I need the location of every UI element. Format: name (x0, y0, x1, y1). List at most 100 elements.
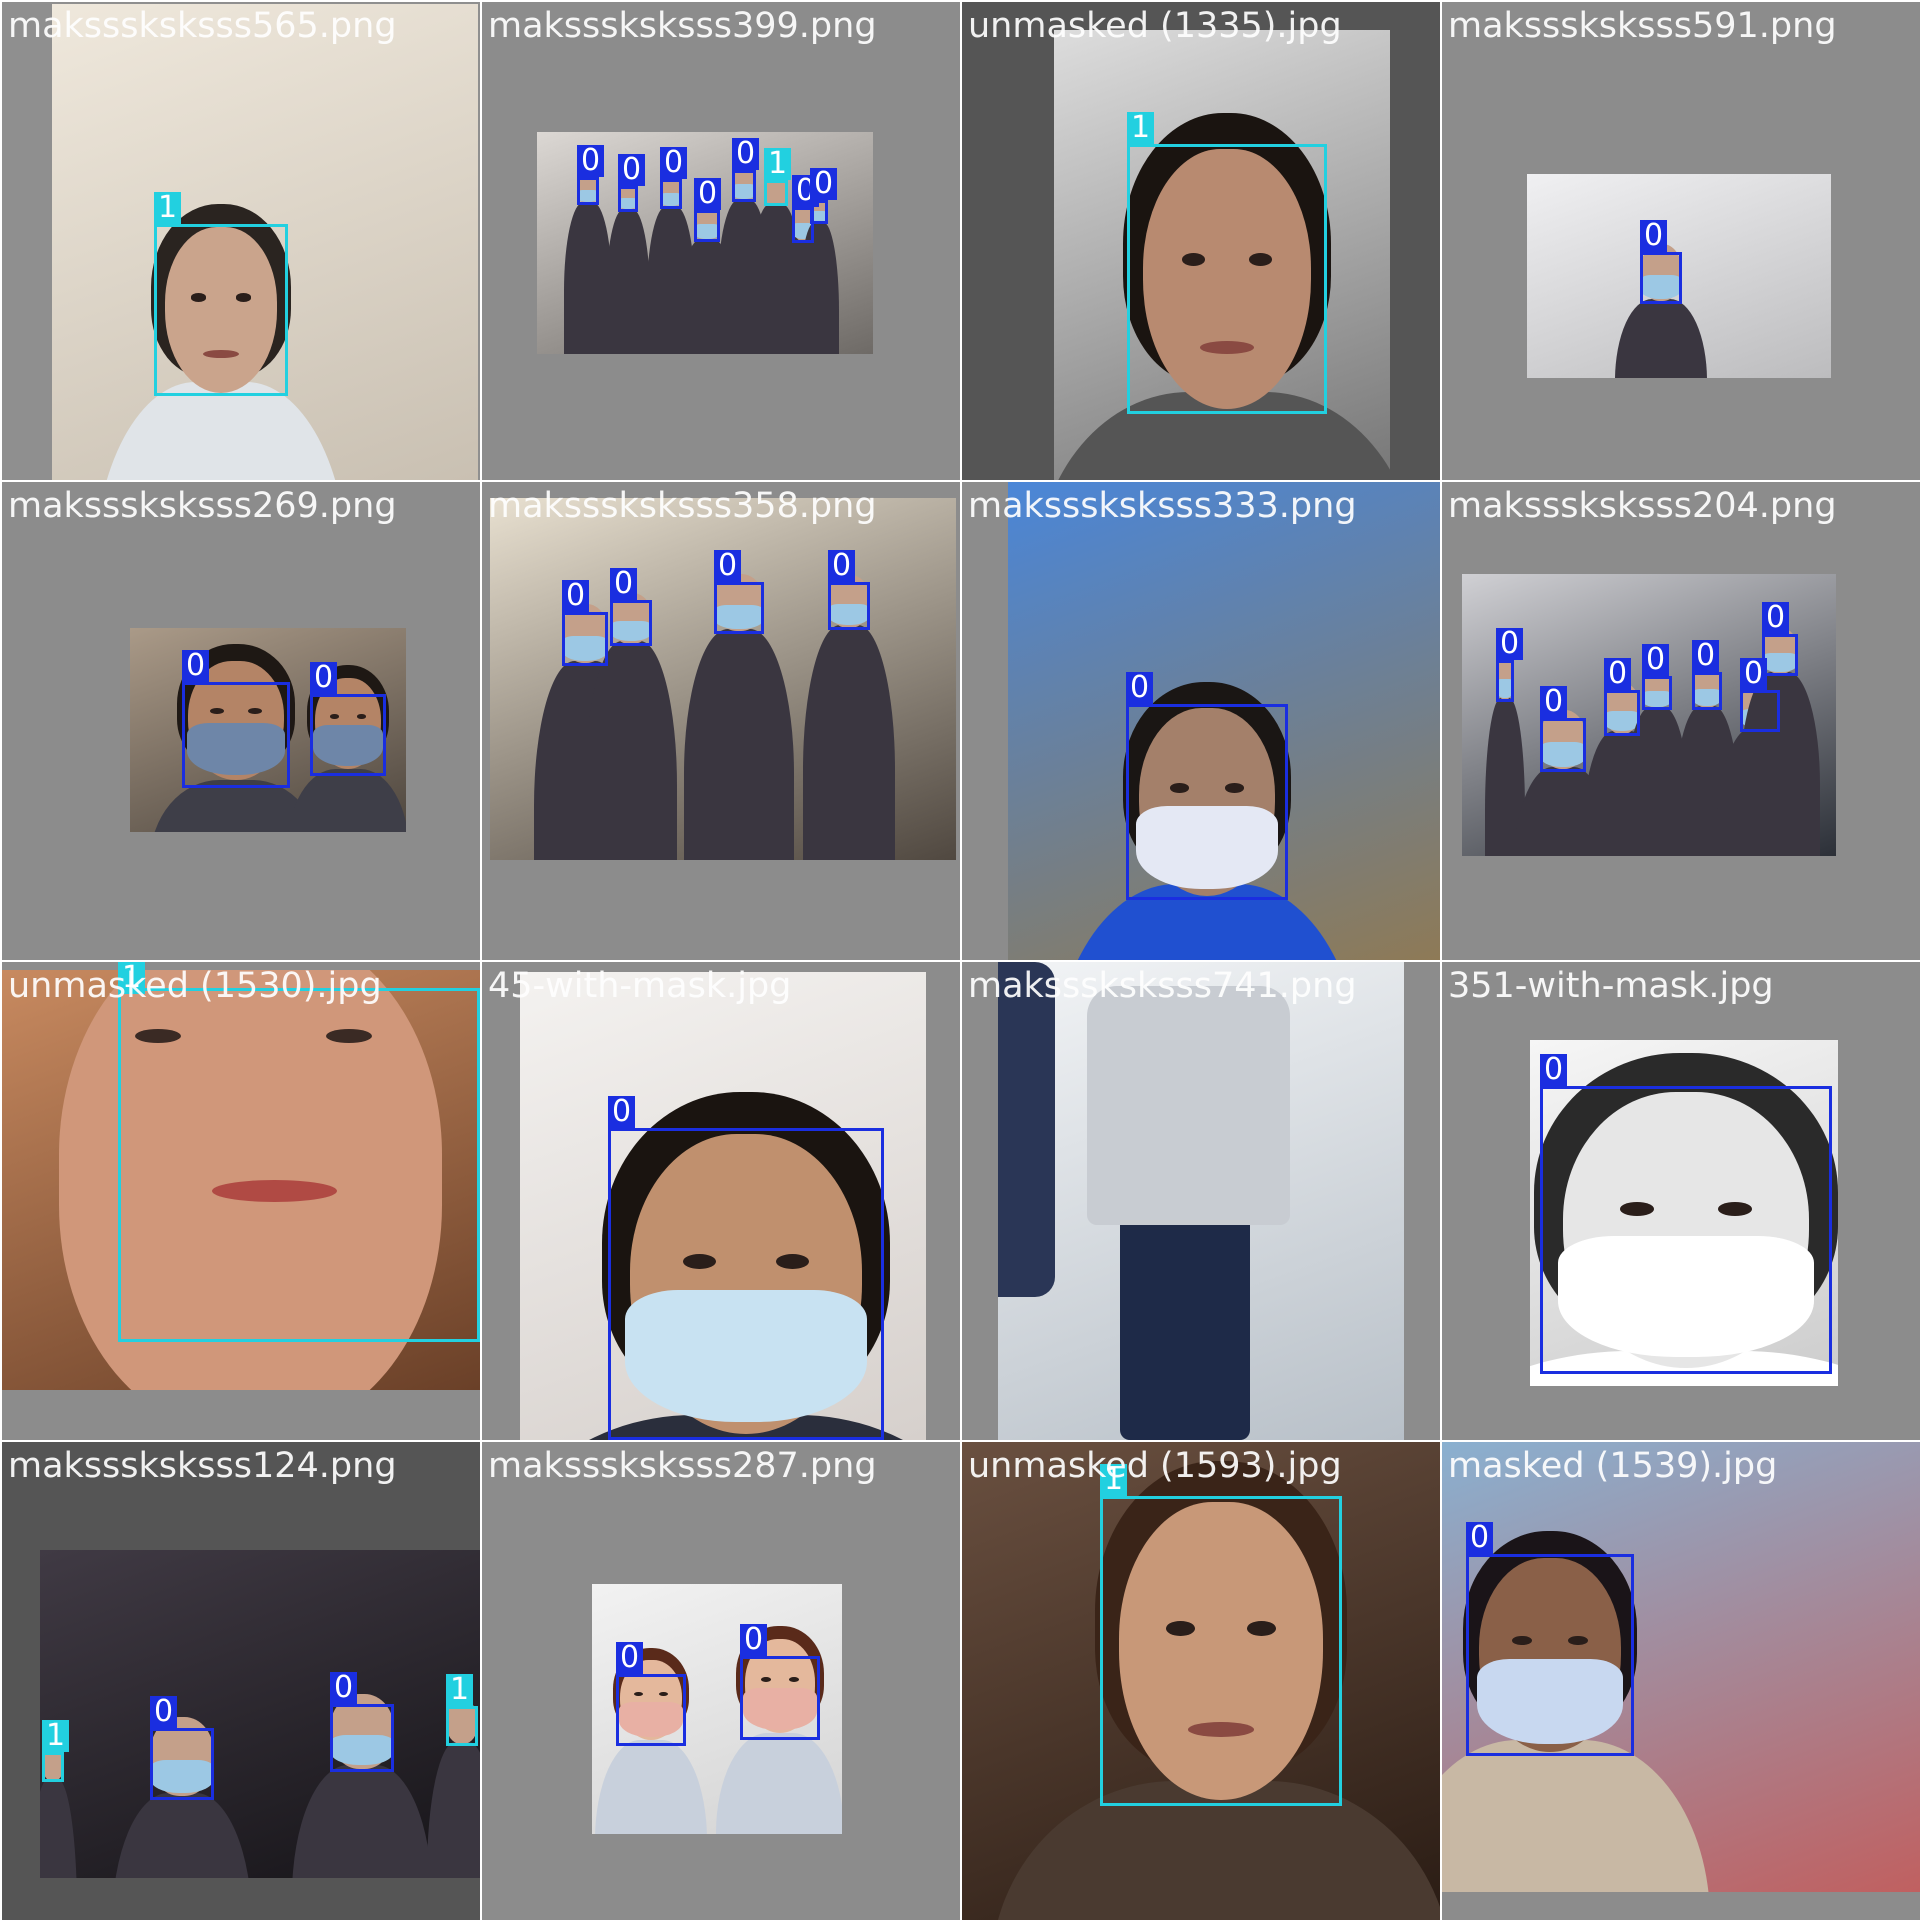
face-mask-shape (577, 189, 599, 203)
detection-box (1604, 690, 1640, 736)
detection-box (1692, 672, 1722, 710)
photo-thumbnail (52, 4, 478, 480)
image-filename: unmasked (1530).jpg (8, 966, 382, 1006)
class-label-0: 0 (740, 1624, 768, 1656)
image-filename: masked (1539).jpg (1448, 1446, 1778, 1486)
photo-thumbnail (1008, 482, 1440, 960)
face-mask-shape (1540, 742, 1586, 767)
class-label-0: 0 (1540, 1054, 1568, 1086)
face-mask-shape (330, 1734, 394, 1766)
class-label-0: 0 (610, 568, 638, 600)
image-filename: unmasked (1593).jpg (968, 1446, 1342, 1486)
class-label-0: 0 (1496, 628, 1524, 660)
eye-shape (1248, 253, 1273, 267)
body-shape (799, 221, 839, 354)
detection-box (182, 682, 290, 788)
class-label-0: 0 (608, 1096, 636, 1128)
detection-box (154, 224, 288, 396)
detection-box (1100, 1496, 1342, 1806)
detection-box (1762, 634, 1798, 676)
eye-shape (1247, 1621, 1276, 1637)
image-filename: maksssksksss741.png (968, 966, 1357, 1006)
class-label-1: 1 (764, 148, 792, 180)
image-filename: maksssksksss204.png (1448, 486, 1837, 526)
class-label-0: 0 (714, 550, 742, 582)
detection-box (330, 1704, 394, 1772)
face-mask-shape (186, 722, 286, 775)
image-filename: maksssksksss333.png (968, 486, 1357, 526)
detection-box (714, 582, 764, 634)
eye-shape (634, 1691, 643, 1696)
face-mask-shape (618, 197, 638, 210)
person-coat-shape (998, 962, 1055, 1297)
class-label-1: 1 (446, 1674, 474, 1706)
grid-tile: 0 0 maksssksksss287.png (482, 1442, 960, 1920)
eye-shape (760, 1676, 771, 1682)
class-label-0: 0 (310, 662, 338, 694)
detection-box (1642, 676, 1672, 710)
grid-tile: 1 unmasked (1593).jpg (962, 1442, 1440, 1920)
face-mask-shape (618, 1701, 684, 1737)
face-mask-shape (313, 725, 383, 766)
eye-shape (683, 1254, 716, 1270)
class-label-0: 0 (1540, 686, 1568, 718)
photo-thumbnail (1530, 1040, 1838, 1386)
face-mask-shape (1762, 652, 1798, 672)
class-label-0: 0 (1692, 640, 1720, 672)
face-mask-shape (562, 636, 608, 661)
face-mask-shape (743, 1688, 817, 1730)
class-label-1: 1 (1127, 112, 1155, 144)
face-mask-shape (828, 603, 870, 626)
face-mask-shape (1558, 1235, 1814, 1358)
body-shape (716, 1733, 842, 1834)
detection-box (118, 988, 480, 1342)
body-shape (1442, 1739, 1710, 1892)
mouth-shape (212, 1180, 337, 1202)
eye-shape (356, 714, 367, 719)
eye-shape (1224, 783, 1244, 793)
detection-box (42, 1752, 64, 1782)
image-filename: 351-with-mask.jpg (1448, 966, 1774, 1006)
class-label-1: 1 (154, 192, 182, 224)
face-mask-shape (1640, 275, 1682, 299)
class-label-0: 0 (732, 138, 760, 170)
class-label-0: 0 (828, 550, 856, 582)
class-label-0: 0 (1126, 672, 1154, 704)
class-label-0: 0 (1640, 220, 1668, 252)
image-filename: maksssksksss269.png (8, 486, 397, 526)
detection-box (792, 207, 814, 243)
photo-thumbnail (1054, 30, 1390, 480)
grid-tile: 0 0 0 0 maksssksksss358.png (482, 482, 960, 960)
photo-thumbnail (40, 1550, 480, 1878)
class-label-0: 0 (562, 580, 590, 612)
body-shape (291, 1765, 433, 1878)
body-shape (287, 769, 406, 832)
torso-shape (1087, 985, 1291, 1225)
class-label-0: 0 (182, 650, 210, 682)
face-mask-shape (694, 224, 720, 239)
eye-shape (789, 1676, 799, 1682)
legs-shape (1119, 1210, 1250, 1440)
detection-box (1496, 660, 1514, 702)
detection-box (1540, 1086, 1832, 1374)
face-mask-shape (1136, 805, 1278, 889)
mouth-shape (1200, 341, 1254, 355)
detection-box (1540, 718, 1586, 772)
detection-box (694, 210, 720, 242)
face-mask-shape (610, 620, 652, 642)
class-label-0: 0 (1604, 658, 1632, 690)
detection-box (562, 612, 608, 666)
class-label-0: 0 (694, 178, 722, 210)
detection-box (446, 1706, 478, 1746)
body-shape (111, 1792, 253, 1878)
eye-shape (659, 1691, 668, 1696)
face-shape (42, 1747, 64, 1781)
detection-box (732, 170, 756, 202)
mouth-shape (202, 349, 239, 358)
class-label-0: 0 (577, 145, 605, 177)
face-mask-shape (810, 210, 828, 222)
grid-tile: 0 maksssksksss591.png (1442, 2, 1920, 480)
face-mask-shape (625, 1289, 867, 1422)
eye-shape (1619, 1202, 1655, 1217)
